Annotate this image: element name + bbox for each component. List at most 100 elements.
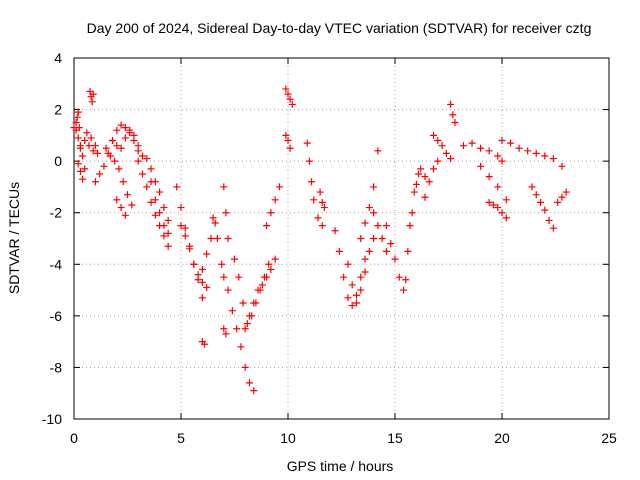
data-point (239, 299, 247, 307)
data-point (222, 330, 230, 338)
data-point (228, 307, 236, 315)
data-point (282, 131, 290, 139)
data-point (147, 165, 155, 173)
series-sat-a (70, 124, 102, 160)
y-tick-label: -2 (50, 205, 63, 221)
x-tick-label: 25 (601, 430, 617, 446)
series-sat-ad (370, 209, 390, 255)
series-sat-ac (357, 147, 382, 242)
y-tick-label: -6 (50, 308, 63, 324)
data-point (128, 201, 136, 209)
data-point (344, 294, 352, 302)
data-point (72, 118, 80, 126)
data-point (507, 139, 515, 147)
data-point (181, 224, 189, 232)
data-point (434, 157, 442, 165)
data-point (382, 222, 390, 230)
data-point (160, 204, 168, 212)
series-sat-x (282, 131, 294, 152)
data-point (134, 157, 142, 165)
data-point (438, 142, 446, 150)
series-sat-h (113, 196, 129, 219)
data-point (213, 235, 221, 242)
data-point (156, 209, 164, 217)
data-point (177, 222, 185, 230)
data-point (494, 204, 502, 212)
data-point (502, 196, 510, 204)
data-point (554, 198, 562, 206)
data-point (541, 206, 549, 214)
data-point (532, 149, 540, 157)
data-point (119, 178, 127, 186)
data-point (241, 325, 249, 333)
data-point (310, 196, 318, 204)
series-sat-n (198, 219, 219, 273)
series-sat-u (241, 255, 279, 333)
data-point (87, 134, 95, 142)
data-point (143, 155, 151, 163)
data-point (395, 273, 403, 281)
series-sat-ap (554, 188, 570, 206)
data-point (308, 178, 316, 186)
data-point (442, 149, 450, 157)
x-tick-label: 15 (387, 430, 403, 446)
data-point (498, 137, 506, 145)
series-sat-q (220, 183, 232, 242)
data-point (374, 222, 382, 230)
data-point (374, 147, 382, 155)
data-point (494, 152, 502, 160)
data-point (190, 260, 198, 268)
data-point (222, 209, 230, 217)
data-point (143, 183, 151, 191)
series-sat-w (282, 85, 296, 108)
data-point (352, 299, 360, 307)
data-point (96, 170, 104, 178)
data-point (382, 247, 390, 255)
data-point (181, 232, 189, 240)
data-point (331, 227, 339, 235)
data-point (156, 188, 164, 196)
data-point (410, 188, 418, 196)
series-sat-ak (459, 139, 506, 165)
data-point (320, 204, 328, 212)
data-point (203, 250, 211, 258)
series-sat-g (109, 126, 146, 160)
data-point (365, 247, 373, 255)
data-point (88, 98, 96, 106)
data-point (121, 124, 129, 132)
data-point (220, 183, 228, 191)
data-point (562, 188, 570, 196)
data-point (282, 85, 290, 93)
data-point (275, 183, 283, 191)
data-point (271, 196, 279, 204)
chart-title: Day 200 of 2024, Sidereal Day-to-day VTE… (87, 20, 592, 36)
data-point (121, 134, 129, 142)
data-point (126, 126, 134, 134)
series-sat-al (477, 162, 510, 204)
data-point (549, 224, 557, 232)
data-point (76, 167, 84, 175)
data-point (160, 222, 168, 230)
data-point (245, 312, 253, 320)
data-point (489, 201, 497, 209)
data-point (316, 188, 324, 196)
data-point (74, 160, 82, 168)
data-point (408, 209, 416, 217)
data-point (94, 149, 102, 157)
data-point (558, 162, 566, 170)
data-point (400, 286, 408, 294)
data-point (173, 183, 181, 191)
data-point (250, 299, 258, 307)
data-point (91, 178, 99, 186)
data-point (85, 142, 93, 150)
data-point (498, 209, 506, 217)
data-point (434, 137, 442, 145)
plot-frame (73, 57, 610, 420)
data-point (74, 134, 82, 142)
series-sat-j (143, 155, 172, 224)
data-point (477, 162, 485, 170)
data-point (198, 278, 206, 286)
data-point (233, 325, 241, 333)
data-point (558, 193, 566, 201)
series-sat-ag (410, 165, 429, 196)
